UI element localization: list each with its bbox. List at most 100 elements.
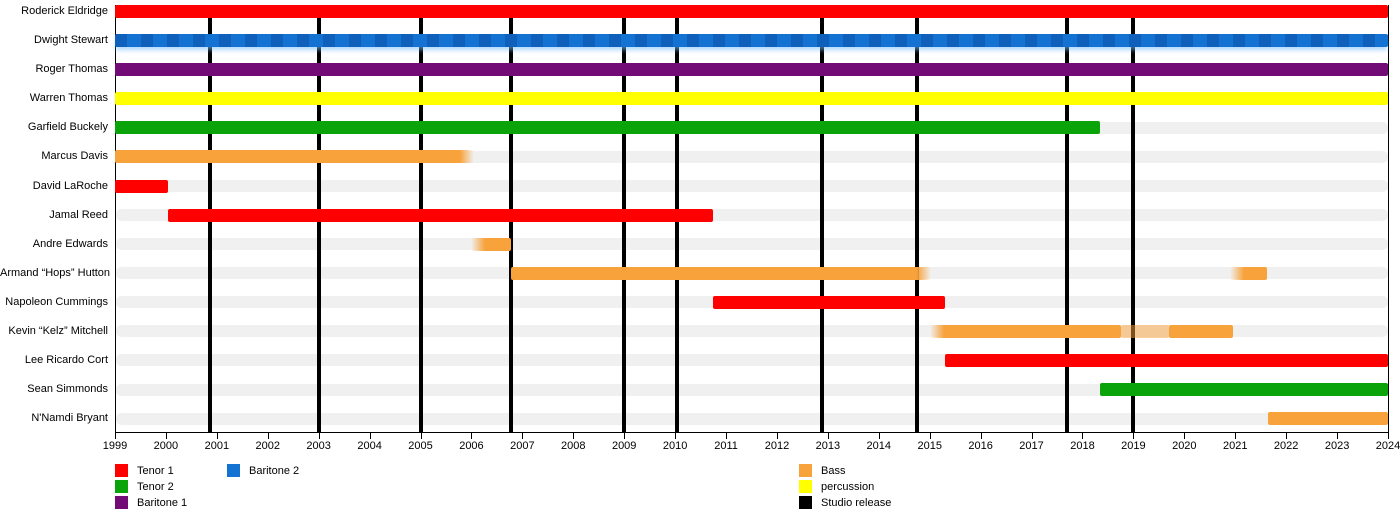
member-row-label: Marcus Davis: [41, 150, 108, 163]
timeline-bar: [168, 208, 714, 222]
x-axis-tick-label: 2017: [1019, 440, 1044, 452]
member-row-label: David LaRoche: [32, 179, 108, 192]
timeline-bar: [115, 5, 1388, 19]
x-axis-tick-label: 2015: [917, 440, 942, 452]
member-row-label: Jamal Reed: [49, 208, 108, 221]
x-axis-tick-label: 2010: [662, 440, 688, 452]
member-track: [116, 180, 1388, 193]
x-axis-tick-label: 2004: [357, 440, 382, 452]
x-axis-tick-label: 2012: [764, 440, 790, 452]
timeline-bar-segment: [1169, 324, 1233, 338]
legend-label: Baritone 1: [137, 497, 188, 509]
timeline-bar-segment: [929, 324, 1121, 338]
x-axis-tick-label: 2008: [561, 440, 586, 452]
x-axis-tick: [216, 433, 218, 439]
member-track: [116, 412, 1388, 425]
legend-label: percussion: [821, 481, 875, 493]
timeline-bar: [471, 237, 511, 251]
x-axis-tick-label: 2022: [1273, 440, 1299, 452]
x-axis-tick: [165, 433, 167, 439]
x-axis-tick: [1388, 433, 1389, 439]
legend-swatch: [227, 464, 240, 477]
x-axis-tick-label: 2011: [714, 440, 738, 452]
x-axis-tick: [420, 433, 422, 439]
x-axis-tick-label: 2024: [1375, 440, 1400, 452]
x-axis-tick: [1337, 433, 1339, 439]
timeline-bar: [115, 34, 1388, 48]
x-axis-tick-label: 2009: [611, 440, 637, 452]
x-axis-tick: [369, 433, 371, 439]
x-axis-tick-label: 2013: [815, 440, 841, 452]
timeline-bar: [1268, 412, 1388, 426]
x-axis-tick: [1286, 433, 1288, 439]
timeline-bar-segment-faded: [1120, 324, 1170, 338]
studio-release-line: [1065, 5, 1070, 432]
timeline-bar: [944, 353, 1388, 367]
member-row-label: Napoleon Cummings: [5, 295, 108, 308]
x-axis-tick-label: 2019: [1121, 440, 1146, 452]
member-row-label: Roderick Eldridge: [21, 5, 108, 18]
legend-label: Baritone 2: [249, 465, 300, 477]
x-axis-tick: [1031, 433, 1033, 439]
timeline-bar: [115, 92, 1388, 106]
timeline-bar: [510, 266, 932, 280]
x-axis-tick: [929, 433, 931, 439]
plot-left-border: [115, 5, 116, 432]
legend-swatch: [799, 464, 812, 477]
x-axis-tick-label: 1999: [102, 440, 128, 452]
x-axis-tick: [267, 433, 269, 439]
x-axis-tick-label: 2003: [306, 440, 331, 452]
member-row-label: Kevin “Kelz” Mitchell: [8, 324, 108, 337]
x-axis-tick-label: 2016: [968, 440, 993, 452]
member-row-label: Warren Thomas: [29, 92, 108, 105]
member-row-label: Lee Ricardo Cort: [24, 353, 108, 366]
x-axis-tick: [827, 433, 829, 439]
x-axis-tick: [318, 433, 320, 439]
legend-label: Tenor 2: [137, 481, 174, 493]
x-axis-tick: [1184, 433, 1186, 439]
legend-swatch: [115, 464, 128, 477]
x-axis-tick: [776, 433, 778, 439]
x-axis-tick: [471, 433, 473, 439]
member-row-label: Dwight Stewart: [34, 34, 108, 47]
x-axis-tick: [1235, 433, 1237, 439]
member-track: [116, 383, 1388, 396]
x-axis-tick-label: 2001: [204, 440, 230, 452]
studio-release-line: [819, 5, 824, 432]
x-axis-tick-label: 2005: [408, 440, 433, 452]
member-row-label: Andre Edwards: [32, 237, 108, 250]
timeline-bar: [115, 121, 1101, 135]
x-axis-tick: [726, 433, 728, 439]
member-row-label: Armand “Hops” Hutton: [0, 266, 111, 279]
member-row-label: N'Namdi Bryant: [31, 412, 108, 425]
x-axis-tick-label: 2000: [153, 440, 179, 452]
x-axis-tick: [1082, 433, 1084, 439]
timeline-bar: [115, 63, 1388, 77]
x-axis-tick-label: 2018: [1070, 440, 1095, 452]
legend-swatch: [115, 496, 128, 509]
member-row-label: Sean Simmonds: [27, 383, 108, 395]
legend-label: Studio release: [821, 497, 892, 509]
x-axis-tick: [675, 433, 677, 439]
x-axis-tick: [573, 433, 575, 439]
legend-label: Tenor 1: [137, 465, 174, 477]
plot-right-border: [1388, 5, 1389, 432]
x-axis-tick-label: 2006: [459, 440, 484, 452]
studio-release-line: [915, 5, 920, 432]
x-axis-tick: [1133, 433, 1135, 439]
timeline-bar: [929, 324, 1233, 338]
x-axis-tick: [115, 433, 116, 439]
legend-swatch: [799, 480, 812, 493]
bar-texture: [115, 34, 1388, 48]
member-row-label: Garfield Buckely: [27, 121, 108, 134]
timeline-bar: [1230, 266, 1268, 280]
x-axis-tick: [878, 433, 880, 439]
legend-label: Bass: [821, 465, 846, 477]
timeline-bar: [1100, 383, 1388, 396]
x-axis-tick-label: 2021: [1222, 440, 1248, 452]
legend-swatch: [115, 480, 128, 493]
x-axis-line: [115, 432, 1389, 433]
legend-swatch: [799, 496, 812, 509]
timeline-bar: [115, 150, 474, 164]
